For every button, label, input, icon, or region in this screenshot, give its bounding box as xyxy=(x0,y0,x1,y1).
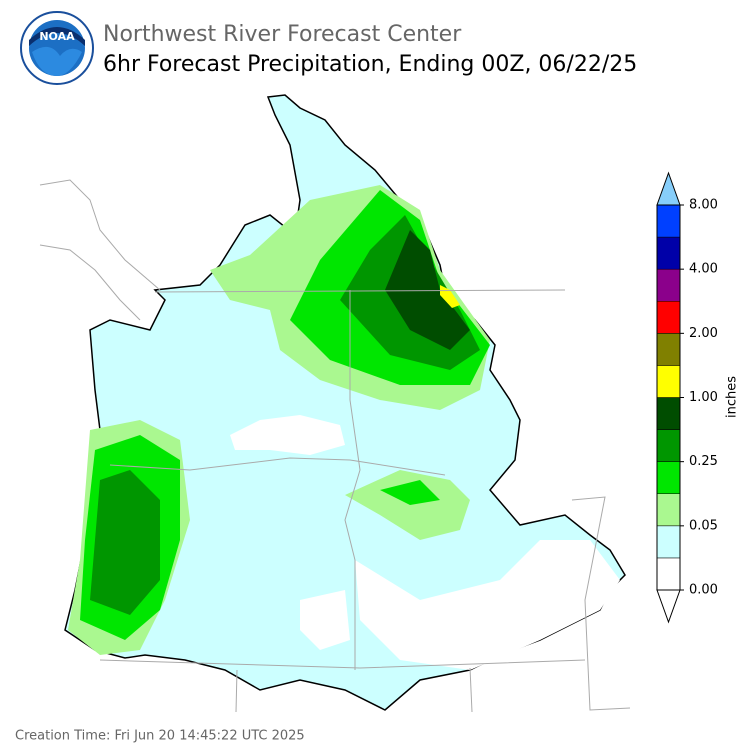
colorbar-segment xyxy=(656,301,681,334)
colorbar-tick-label: 0.25 xyxy=(689,454,718,469)
dry-area xyxy=(230,415,345,455)
colorbar-over xyxy=(656,171,681,206)
colorbar-segment xyxy=(656,333,681,366)
colorbar-tick-label: 2.00 xyxy=(689,326,718,341)
precip-area xyxy=(90,470,160,615)
dry-area xyxy=(300,590,350,650)
colorbar-under xyxy=(656,589,681,624)
colorbar-segment xyxy=(656,365,681,398)
precip-area xyxy=(385,230,470,350)
colorbar-segment xyxy=(656,557,681,591)
colorbar-tick-label: 1.00 xyxy=(689,390,718,405)
colorbar-segment xyxy=(656,525,681,559)
colorbar: 0.00 0.05 0.25 1.00 2.00 4.00 8.00 xyxy=(656,171,718,624)
dry-area xyxy=(355,540,620,670)
colorbar-segment xyxy=(656,268,681,302)
precip-area xyxy=(380,480,440,505)
colorbar-tick-label: 0.00 xyxy=(689,583,718,598)
colorbar-label: inches xyxy=(725,376,740,418)
colorbar-tick-label: 0.05 xyxy=(689,518,718,533)
colorbar-tick-label: 4.00 xyxy=(689,262,718,277)
logo-text: NOAA xyxy=(39,30,75,43)
precip-area xyxy=(345,470,470,540)
colorbar-segment xyxy=(656,429,681,462)
colorbar-segment xyxy=(656,461,681,494)
colorbar-segment xyxy=(656,236,681,270)
map-title: 6hr Forecast Precipitation, Ending 00Z, … xyxy=(103,52,637,77)
colorbar-segment xyxy=(656,493,681,527)
colorbar-segment xyxy=(656,204,681,238)
colorbar-tick-label: 8.00 xyxy=(689,198,718,213)
map xyxy=(39,94,631,713)
borders xyxy=(39,179,631,713)
agency-title: Northwest River Forecast Center xyxy=(103,22,462,47)
creation-time: Creation Time: Fri Jun 20 14:45:22 UTC 2… xyxy=(15,729,305,744)
colorbar-segment xyxy=(656,397,681,430)
noaa-logo: NOAA xyxy=(20,11,94,85)
